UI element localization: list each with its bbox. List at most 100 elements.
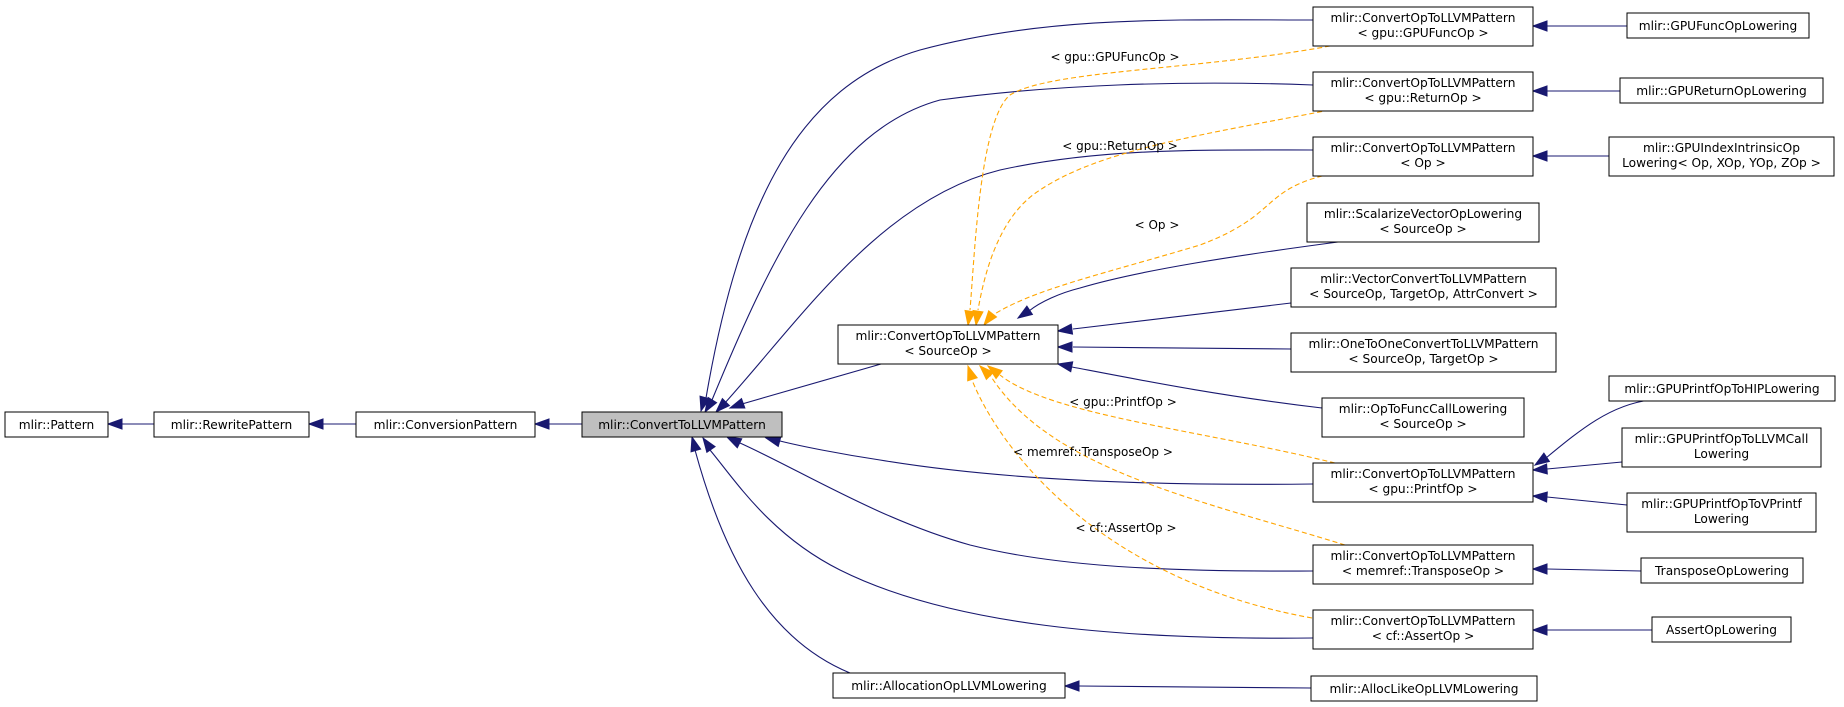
node-box xyxy=(1312,462,1534,503)
template-edge-op xyxy=(983,173,1331,327)
node-alloc-like-op-llvm-lowering[interactable]: mlir::AllocLikeOpLLVMLowering xyxy=(1310,675,1538,702)
edge-vprintflowering-to-printfop-line xyxy=(1546,496,1628,506)
node-gpu-printf-op-to-hip-lowering[interactable]: mlir::GPUPrintfOpToHIPLowering xyxy=(1608,375,1836,402)
node-transpose-op-lowering[interactable]: TransposeOpLowering xyxy=(1640,557,1804,584)
template-edge-assertop-arrowhead xyxy=(967,364,979,382)
node-allocation-op-llvm-lowering[interactable]: mlir::AllocationOpLLVMLowering xyxy=(832,672,1066,699)
template-edge-gpufuncop xyxy=(964,45,1331,327)
edge-label-assertop: < cf::AssertOp > xyxy=(1075,521,1176,535)
edge-gpureturnlowering-to-returnop xyxy=(1531,85,1620,97)
node-label-line: < SourceOp > xyxy=(904,344,991,358)
node-pattern[interactable]: mlir::Pattern xyxy=(4,411,109,438)
edge-printfop-to-converttollvm xyxy=(764,436,1314,485)
edge-alloclike-to-allocation-arrowhead xyxy=(1063,680,1080,692)
template-edge-transposeop-line xyxy=(989,374,1346,546)
node-rewrite-pattern[interactable]: mlir::RewritePattern xyxy=(153,411,310,438)
template-edge-op-arrowhead xyxy=(983,310,998,327)
node-label-line: mlir::ConvertOpToLLVMPattern xyxy=(1331,76,1516,90)
node-box xyxy=(1321,397,1525,438)
node-gpu-return-op-lowering[interactable]: mlir::GPUReturnOpLowering xyxy=(1619,77,1824,104)
template-edge-op-line xyxy=(989,173,1331,318)
edge-sourceop-to-converttollvm xyxy=(728,363,882,409)
node-box xyxy=(1312,544,1534,585)
node-label: mlir::GPUFuncOpLowering xyxy=(1639,19,1798,33)
edge-llvmcalllowering-to-printfop-arrowhead xyxy=(1531,463,1548,475)
edge-hiplowering-to-printfop-line xyxy=(1545,399,1651,459)
edge-returnop-to-converttollvm-line xyxy=(711,82,1314,401)
node-label-line: mlir::ConvertOpToLLVMPattern xyxy=(1331,141,1516,155)
node-label-line: mlir::ScalarizeVectorOpLowering xyxy=(1324,207,1522,221)
node-convert-op[interactable]: mlir::ConvertOpToLLVMPattern< Op > xyxy=(1312,136,1534,177)
edge-optofunccall-to-sourceop-arrowhead xyxy=(1056,361,1074,373)
node-op-to-func-call-lowering[interactable]: mlir::OpToFuncCallLowering< SourceOp > xyxy=(1321,397,1525,438)
node-convert-returnop[interactable]: mlir::ConvertOpToLLVMPattern< gpu::Retur… xyxy=(1312,71,1534,112)
node-convert-op-to-llvm-source[interactable]: mlir::ConvertOpToLLVMPattern< SourceOp > xyxy=(837,324,1059,365)
edge-sourceop-to-converttollvm-line xyxy=(741,363,882,405)
node-gpu-func-op-lowering[interactable]: mlir::GPUFuncOpLowering xyxy=(1626,12,1810,39)
edge-allocation-to-converttollvm xyxy=(690,435,851,674)
edge-printfop-to-converttollvm-line xyxy=(779,440,1314,485)
node-convert-assertop[interactable]: mlir::ConvertOpToLLVMPattern< cf::Assert… xyxy=(1312,609,1534,650)
node-box xyxy=(1312,609,1534,650)
edge-llvmcalllowering-to-printfop-line xyxy=(1546,461,1623,470)
node-conversion-pattern[interactable]: mlir::ConversionPattern xyxy=(355,411,536,438)
template-edge-returnop-line xyxy=(977,109,1331,311)
edge-conversion-to-rewrite-arrowhead xyxy=(307,418,324,430)
edge-llvmcalllowering-to-printfop xyxy=(1531,461,1623,475)
nodes-layer: mlir::Pattern mlir::RewritePattern mlir::C… xyxy=(4,6,1836,702)
edge-onetoone-to-sourceop-arrowhead xyxy=(1056,341,1073,353)
node-label: mlir::ConversionPattern xyxy=(374,418,518,432)
node-box xyxy=(1310,675,1538,702)
node-box xyxy=(1626,12,1810,39)
edge-hiplowering-to-printfop xyxy=(1533,399,1651,466)
node-label-line: Lowering< Op, XOp, YOp, ZOp > xyxy=(1622,156,1821,170)
edge-printfop-to-converttollvm-arrowhead xyxy=(764,436,782,448)
node-label-line: mlir::ConvertOpToLLVMPattern xyxy=(1331,549,1516,563)
edge-label-transposeop: < memref::TransposeOp > xyxy=(1013,445,1173,459)
edge-sourceop-to-converttollvm-arrowhead xyxy=(728,397,746,409)
edge-gpufunclowering-to-gpufuncop xyxy=(1531,20,1627,32)
edge-vectorconvert-to-sourceop-arrowhead xyxy=(1056,323,1074,335)
node-convert-to-llvm-pattern[interactable]: mlir::ConvertToLLVMPattern xyxy=(581,411,783,438)
edge-label-op: < Op > xyxy=(1135,218,1180,232)
edge-converttollvm-to-conversion xyxy=(533,418,582,430)
node-box xyxy=(1312,6,1534,47)
edge-transposelowering-to-transposeop-line xyxy=(1546,568,1642,572)
node-convert-gpufuncop[interactable]: mlir::ConvertOpToLLVMPattern< gpu::GPUFu… xyxy=(1312,6,1534,47)
edge-op-to-converttollvm-line xyxy=(723,149,1314,405)
node-convert-printfop[interactable]: mlir::ConvertOpToLLVMPattern< gpu::Print… xyxy=(1312,462,1534,503)
edge-label-printfop: < gpu::PrintfOp > xyxy=(1069,395,1177,409)
template-edge-transposeop-arrowhead xyxy=(978,364,995,381)
node-label-line: Lowering xyxy=(1694,512,1749,526)
node-label: AssertOpLowering xyxy=(1666,623,1777,637)
node-label-line: < gpu::PrintfOp > xyxy=(1368,482,1477,496)
edge-conversion-to-rewrite xyxy=(307,418,356,430)
node-label-line: mlir::GPUPrintfOpToVPrintf xyxy=(1641,497,1802,511)
edge-assertop-to-converttollvm xyxy=(702,436,1314,639)
edge-vprintflowering-to-printfop-arrowhead xyxy=(1531,491,1548,503)
node-convert-transposeop[interactable]: mlir::ConvertOpToLLVMPattern< memref::Tr… xyxy=(1312,544,1534,585)
node-label: mlir::GPUReturnOpLowering xyxy=(1636,84,1807,98)
edge-op-to-converttollvm-arrowhead xyxy=(714,397,731,414)
edge-converttollvm-to-conversion-arrowhead xyxy=(533,418,550,430)
node-label-line: mlir::GPUPrintfOpToLLVMCall xyxy=(1635,432,1809,446)
node-box xyxy=(1621,427,1822,468)
node-box xyxy=(1290,332,1557,373)
edge-scalarize-to-sourceop-arrowhead xyxy=(1016,305,1034,319)
node-scalarize-vector-op-lowering[interactable]: mlir::ScalarizeVectorOpLowering< SourceO… xyxy=(1306,202,1540,243)
node-box xyxy=(153,411,310,438)
node-one-to-one-convert-to-llvm-pattern[interactable]: mlir::OneToOneConvertToLLVMPattern< Sour… xyxy=(1290,332,1557,373)
edge-gpufunclowering-to-gpufuncop-arrowhead xyxy=(1531,20,1548,32)
node-label-line: < gpu::GPUFuncOp > xyxy=(1357,26,1488,40)
edge-assertop-to-converttollvm-line xyxy=(709,449,1314,639)
node-vector-convert-to-llvm-pattern[interactable]: mlir::VectorConvertToLLVMPattern< Source… xyxy=(1290,267,1557,308)
node-assert-op-lowering[interactable]: AssertOpLowering xyxy=(1651,616,1792,643)
node-box xyxy=(1651,616,1792,643)
node-box xyxy=(1640,557,1804,584)
template-edge-returnop-arrowhead xyxy=(972,309,984,327)
node-label-line: < SourceOp, TargetOp > xyxy=(1348,352,1498,366)
node-box xyxy=(1608,136,1835,177)
